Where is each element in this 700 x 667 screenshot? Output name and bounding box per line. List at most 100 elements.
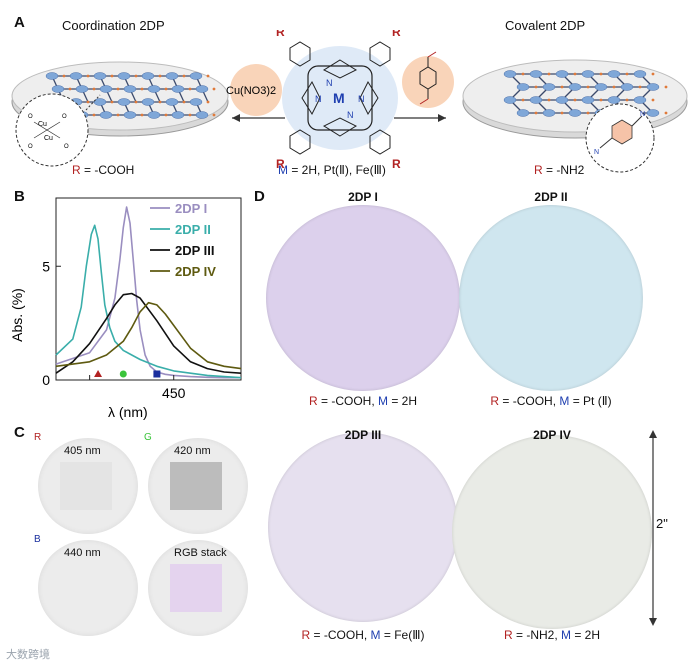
pyrrole-n-2: N: [347, 110, 354, 120]
linker-dot: [92, 113, 96, 117]
caption-part: R: [490, 394, 500, 408]
caption-part: = 2H: [388, 394, 418, 408]
legend-label-1: 2DP I: [175, 201, 207, 216]
linker-dot: [164, 113, 168, 117]
film-title: 2DP I: [348, 190, 378, 204]
caption-part: M: [370, 628, 381, 642]
lattice-node: [147, 85, 161, 93]
porphyrin-molecule: M N N N N R R R R: [276, 30, 401, 171]
cof-node: [568, 109, 582, 117]
r-group-4: R: [392, 157, 401, 171]
lattice-node: [51, 85, 65, 93]
cof-node: [620, 83, 634, 91]
film-title: 2DP IV: [533, 428, 571, 442]
filter-wavelength-label: 405 nm: [64, 445, 101, 457]
lattice-node: [99, 85, 113, 93]
imine-dot: [573, 98, 577, 102]
panel-d-letter: D: [254, 188, 265, 205]
imine-dot: [547, 72, 551, 76]
caption-part: = -COOH,: [310, 628, 371, 642]
r-left-caption: R = -COOH: [72, 163, 135, 177]
film-title: 2DP II: [534, 190, 568, 204]
caption-part: = -NH2,: [512, 628, 561, 642]
y-tick-label: 0: [42, 372, 50, 388]
linker-dot: [134, 74, 138, 78]
linker-dot: [164, 87, 168, 91]
film-caption: R = -COOH, M = 2H: [268, 394, 458, 408]
linker-dot: [206, 74, 210, 78]
cof-node: [581, 70, 595, 78]
panel-a-letter: A: [14, 14, 25, 31]
cof-node: [581, 96, 595, 104]
n-label-1: N: [640, 111, 645, 118]
lattice-node: [75, 85, 89, 93]
cof-node: [646, 109, 660, 117]
caption-part: R: [503, 628, 513, 642]
caption-part: = -COOH,: [317, 394, 378, 408]
pyrrole-n-1: N: [326, 78, 333, 88]
n-label-2: N: [594, 149, 599, 156]
legend-label-3: 2DP III: [175, 243, 215, 258]
lattice-node: [123, 85, 137, 93]
lattice-node: [165, 98, 179, 106]
imine-dot: [521, 98, 525, 102]
cof-node: [555, 96, 569, 104]
y-tick-label: 5: [42, 258, 50, 274]
imine-dot: [547, 98, 551, 102]
scale-bar: [649, 430, 657, 626]
panel-c-letter: C: [14, 424, 25, 441]
lattice-node: [45, 72, 59, 80]
imine-dot: [599, 72, 603, 76]
filter-wavelength-label: RGB stack: [174, 547, 227, 559]
marker-B: [153, 370, 161, 378]
channel-tag: B: [34, 534, 41, 545]
caption-part: = 2H: [571, 628, 601, 642]
linker-dot: [86, 74, 90, 78]
linker-dot: [212, 113, 216, 117]
cof-node: [607, 96, 621, 104]
lattice-node: [147, 111, 161, 119]
x-axis-label: λ (nm): [108, 404, 148, 420]
x-tick-label: 450: [162, 385, 186, 401]
lattice-node: [165, 72, 179, 80]
film-caption: R = -COOH, M = Pt (Ⅱ): [456, 394, 646, 408]
lattice-node: [117, 72, 131, 80]
cof-node: [633, 70, 647, 78]
imine-dot: [651, 72, 655, 76]
filtered-square-4: [170, 564, 222, 612]
lattice-node: [171, 111, 185, 119]
linker-dot: [110, 100, 114, 104]
linker-dot: [116, 87, 120, 91]
r-group-1: R: [276, 30, 285, 39]
cof-node: [594, 83, 608, 91]
caption-part: = -COOH,: [499, 394, 560, 408]
lattice-node: [117, 98, 131, 106]
cof-node: [529, 96, 543, 104]
linker-dot: [140, 113, 144, 117]
legend-label-2: 2DP II: [175, 222, 211, 237]
lattice-node: [99, 111, 113, 119]
lattice-node: [141, 98, 155, 106]
linker-dot: [140, 87, 144, 91]
r-right-caption: R = -NH2: [534, 163, 585, 177]
cof-node: [503, 96, 517, 104]
covalent-disk: [462, 59, 688, 139]
lattice-node: [189, 72, 203, 80]
imine-dot: [612, 85, 616, 89]
imine-dot: [521, 72, 525, 76]
cu-label-1: Cu: [38, 121, 47, 128]
lattice-node: [69, 72, 83, 80]
imine-dot: [586, 85, 590, 89]
linker-dot: [116, 113, 120, 117]
filter-wavelength-label: 420 nm: [174, 445, 211, 457]
filtered-square-1: [60, 462, 112, 510]
cof-node: [503, 70, 517, 78]
caption-part: M: [378, 394, 388, 408]
caption-part: M: [559, 394, 570, 408]
legend-label-4: 2DP IV: [175, 264, 216, 279]
linker-dot: [182, 100, 186, 104]
linker-dot: [158, 100, 162, 104]
cu-nitrate-label: Cu(NO3)2: [226, 85, 276, 97]
filter-wavelength-label: 440 nm: [64, 547, 101, 559]
film-disk-1: [266, 205, 460, 391]
